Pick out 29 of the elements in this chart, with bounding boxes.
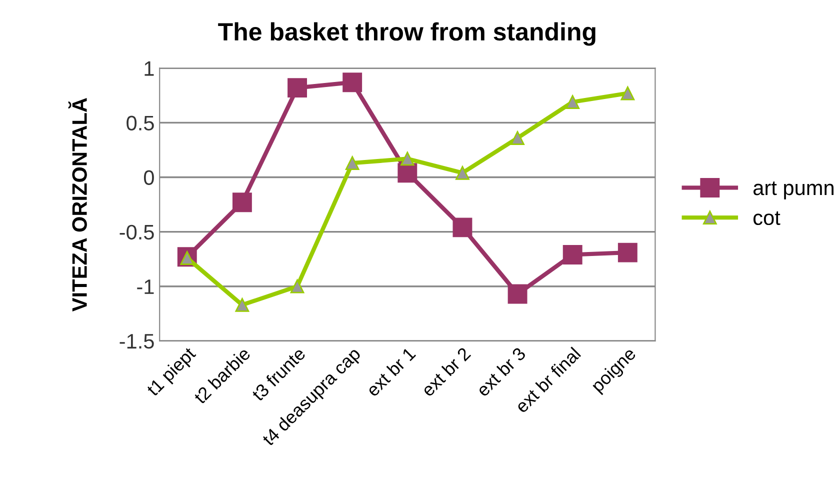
legend-label: cot <box>753 211 780 226</box>
point <box>400 152 414 166</box>
y-tick-label: -1.5 <box>120 334 154 349</box>
point <box>345 156 360 170</box>
legend-label: art pumn <box>753 182 834 200</box>
chart-title: The basket throw from standing <box>218 22 596 46</box>
point <box>508 284 528 304</box>
point <box>456 166 470 180</box>
point <box>342 72 362 92</box>
point <box>618 242 638 262</box>
point <box>232 192 252 212</box>
point <box>510 131 524 145</box>
x-tick-label: ext br 2 <box>420 346 472 398</box>
point <box>288 78 307 98</box>
y-axis-title: VITEZA ORIZONTALĂ <box>68 98 87 312</box>
y-tick-label: 0 <box>144 170 154 186</box>
y-tick-label: 1 <box>144 61 154 76</box>
point <box>562 245 582 264</box>
y-tick-label: 0.5 <box>126 116 154 130</box>
point <box>235 298 250 312</box>
point <box>566 95 580 109</box>
point <box>452 218 472 238</box>
y-tick-label: -0.5 <box>120 224 154 240</box>
y-tick-label: -1 <box>137 280 154 294</box>
point <box>398 163 418 183</box>
point <box>290 279 304 294</box>
x-tick-label: ext br 1 <box>365 346 416 398</box>
x-tick-label: ext br 3 <box>476 346 526 398</box>
point <box>620 86 635 100</box>
